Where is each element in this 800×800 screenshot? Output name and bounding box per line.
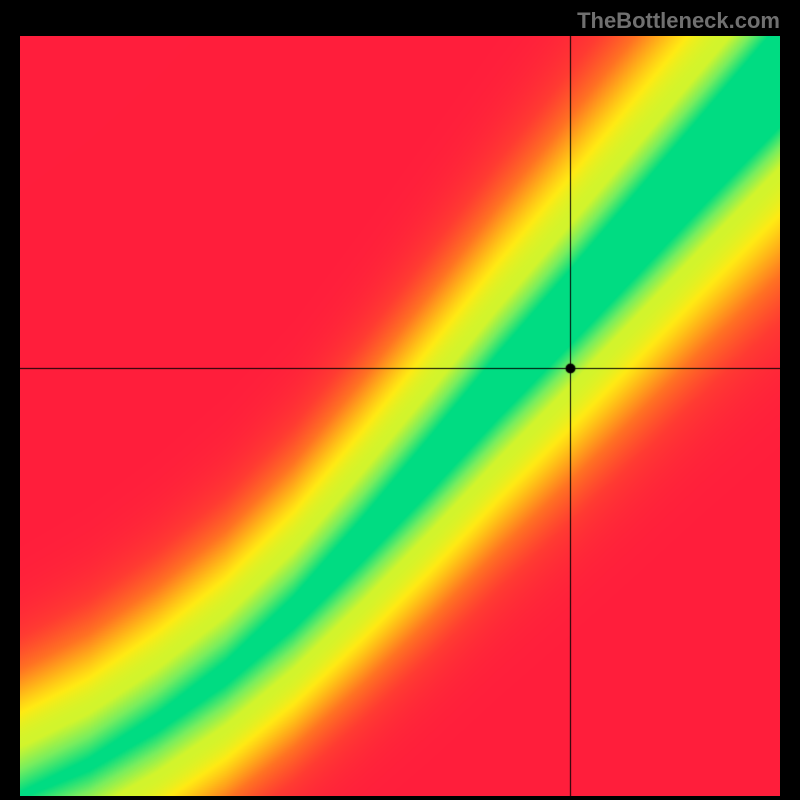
bottleneck-chart: TheBottleneck.com — [0, 0, 800, 800]
heatmap-canvas — [20, 36, 780, 796]
watermark-text: TheBottleneck.com — [577, 8, 780, 34]
